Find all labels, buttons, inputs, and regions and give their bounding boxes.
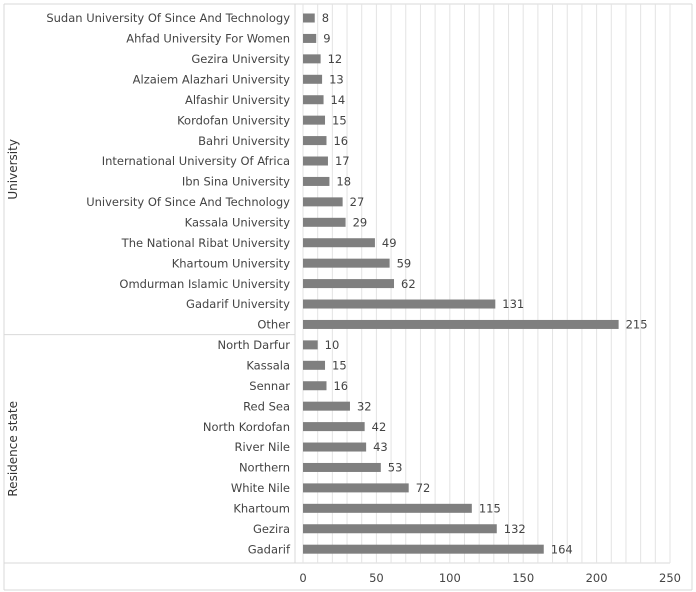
x-tick-label: 250 xyxy=(659,571,681,585)
x-tick-label: 100 xyxy=(439,571,461,585)
x-tick-label: 50 xyxy=(369,571,384,585)
chart-frame xyxy=(3,3,693,591)
value-label: 10 xyxy=(325,338,340,352)
bar-bahri-university xyxy=(303,136,327,146)
group-label-residence-state: Residence state xyxy=(6,401,20,497)
category-label: Red Sea xyxy=(243,399,290,413)
category-label: Alzaiem Alazhari University xyxy=(133,72,291,86)
category-label: Bahri University xyxy=(198,134,290,148)
bar-north-darfur xyxy=(303,340,318,350)
bar-ibn-sina-university xyxy=(303,176,330,186)
bars xyxy=(303,13,619,554)
value-label: 164 xyxy=(551,542,573,556)
value-label: 14 xyxy=(331,93,346,107)
category-label: North Kordofan xyxy=(203,420,290,434)
value-label: 15 xyxy=(332,113,347,127)
category-label: Gadarif University xyxy=(186,297,290,311)
bar-sudan-university-of-since-and-technology xyxy=(303,13,315,23)
category-label: Gadarif xyxy=(248,542,291,556)
bar-gezira xyxy=(303,524,497,534)
category-label: Kassala University xyxy=(185,216,291,230)
value-label: 62 xyxy=(401,277,416,291)
bar-other xyxy=(303,319,619,329)
category-label: The National Ribat University xyxy=(121,236,291,250)
group-label-university: University xyxy=(6,139,20,200)
value-label: 29 xyxy=(353,216,368,230)
category-label: North Darfur xyxy=(217,338,290,352)
bar-sennar xyxy=(303,381,327,391)
bar-north-kordofan xyxy=(303,422,365,432)
bar-kassala-university xyxy=(303,217,346,227)
category-label: Sudan University Of Since And Technology xyxy=(46,11,290,25)
category-label: River Nile xyxy=(234,440,290,454)
bar-kordofan-university xyxy=(303,115,326,125)
category-label: Northern xyxy=(239,461,290,475)
bar-white-nile xyxy=(303,483,409,493)
value-label: 43 xyxy=(373,440,388,454)
value-label: 215 xyxy=(626,318,648,332)
value-label: 42 xyxy=(372,420,387,434)
value-label: 27 xyxy=(350,195,365,209)
bar-khartoum-university xyxy=(303,258,390,268)
value-label: 18 xyxy=(336,175,351,189)
bar-gadarif-university xyxy=(303,299,496,309)
x-tick-label: 0 xyxy=(299,571,306,585)
category-label: Gezira University xyxy=(191,52,290,66)
value-label: 17 xyxy=(335,154,350,168)
bar-gezira-university xyxy=(303,54,321,64)
bar-kassala xyxy=(303,360,326,370)
value-label: 13 xyxy=(329,72,344,86)
bar-river-nile xyxy=(303,442,367,452)
bar-the-national-ribat-university xyxy=(303,238,375,248)
category-label: Alfashir University xyxy=(185,93,290,107)
value-label: 49 xyxy=(382,236,397,250)
bar-alfashir-university xyxy=(303,95,324,105)
value-label: 131 xyxy=(502,297,524,311)
x-tick-label: 200 xyxy=(586,571,608,585)
value-label: 32 xyxy=(357,399,372,413)
bar-omdurman-islamic-university xyxy=(303,279,395,289)
category-label: Khartoum xyxy=(233,502,290,516)
category-label: Other xyxy=(257,318,290,332)
category-label: Sennar xyxy=(249,379,290,393)
category-label: Gezira xyxy=(253,522,290,536)
bar-red-sea xyxy=(303,401,350,411)
category-label: Khartoum University xyxy=(172,256,291,270)
category-label: University Of Since And Technology xyxy=(86,195,290,209)
category-label: Kassala xyxy=(246,359,290,373)
value-label: 72 xyxy=(416,481,431,495)
x-axis: 0 50 100 150 200 250 xyxy=(299,571,681,585)
value-label: 12 xyxy=(328,52,343,66)
bar-northern xyxy=(303,462,381,472)
value-label: 132 xyxy=(504,522,526,536)
bar-alzaiem-alazhari-university xyxy=(303,74,323,84)
category-label: International University Of Africa xyxy=(102,154,290,168)
bar-international-university-of-africa xyxy=(303,156,328,166)
category-label: Kordofan University xyxy=(177,113,290,127)
labels: 8 Sudan University Of Since And Technolog… xyxy=(6,11,648,556)
value-label: 8 xyxy=(322,11,329,25)
value-label: 9 xyxy=(323,32,330,46)
value-label: 59 xyxy=(397,256,412,270)
value-label: 16 xyxy=(333,379,348,393)
value-label: 15 xyxy=(332,359,347,373)
bar-ahfad-university-for-women xyxy=(303,33,317,43)
value-label: 16 xyxy=(333,134,348,148)
category-label: Omdurman Islamic University xyxy=(119,277,290,291)
value-label: 115 xyxy=(479,502,501,516)
value-label: 53 xyxy=(388,461,403,475)
x-tick-label: 150 xyxy=(512,571,534,585)
bar-university-of-since-and-technology xyxy=(303,197,343,207)
bar-gadarif xyxy=(303,544,544,554)
bar-khartoum xyxy=(303,503,472,513)
category-label: White Nile xyxy=(231,481,290,495)
category-label: Ahfad University For Women xyxy=(126,32,290,46)
category-label: Ibn Sina University xyxy=(182,175,290,189)
